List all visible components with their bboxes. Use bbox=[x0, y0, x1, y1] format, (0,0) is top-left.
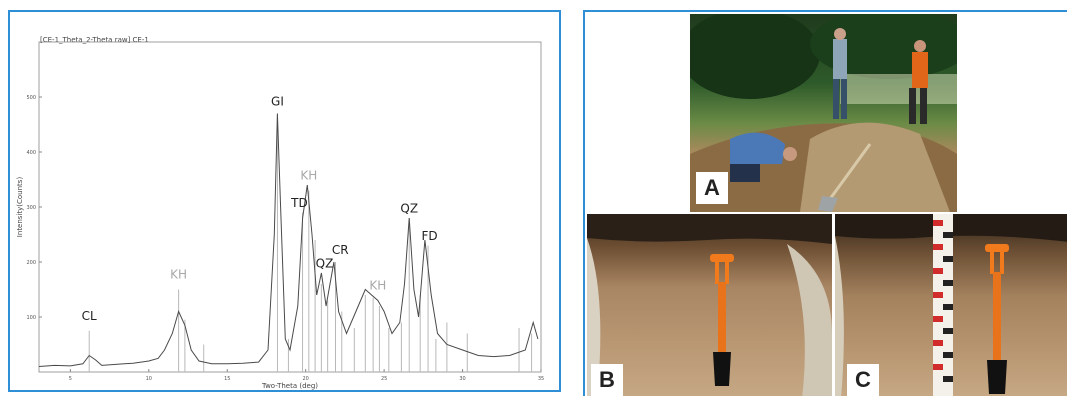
y-tick-label: 400 bbox=[26, 150, 36, 156]
x-axis-ticks: 5 10 15 20 25 30 35 bbox=[69, 369, 544, 382]
y-axis-label: Intensity(Counts) bbox=[16, 177, 24, 238]
peak-label: CR bbox=[332, 243, 349, 257]
x-tick-label: 10 bbox=[146, 376, 152, 382]
plot-frame bbox=[38, 41, 542, 373]
x-tick-label: 30 bbox=[459, 376, 465, 382]
x-tick-label: 20 bbox=[303, 376, 309, 382]
x-tick-label: 15 bbox=[224, 376, 230, 382]
photo-b: B bbox=[587, 214, 832, 396]
x-tick-label: 35 bbox=[538, 376, 544, 382]
peak-label: CL bbox=[82, 309, 97, 323]
photo-c: C bbox=[835, 214, 1067, 396]
xrd-chart-panel: [CE-1_Theta_2-Theta raw] CE-1 100 200 300 4… bbox=[8, 10, 561, 392]
photo-label-b: B bbox=[591, 364, 623, 396]
peak-label: TD bbox=[290, 196, 308, 210]
y-tick-label: 500 bbox=[26, 95, 36, 101]
peak-label: GI bbox=[271, 94, 284, 108]
ruler-marks bbox=[933, 220, 953, 382]
peak-label: KH bbox=[300, 169, 317, 183]
excavation-scene bbox=[690, 14, 957, 212]
peak-label: QZ bbox=[400, 202, 418, 216]
y-tick-label: 200 bbox=[26, 260, 36, 266]
x-tick-label: 5 bbox=[69, 376, 72, 382]
y-tick-label: 300 bbox=[26, 205, 36, 211]
peak-label: QZ bbox=[316, 257, 334, 271]
peak-label: KH bbox=[369, 279, 386, 293]
photo-label-c: C bbox=[847, 364, 879, 396]
soil-pit-b bbox=[587, 214, 832, 396]
photo-label-a: A bbox=[696, 172, 728, 204]
x-axis-label: Two-Theta (deg) bbox=[261, 382, 318, 390]
reference-lines bbox=[88, 113, 533, 372]
soil-photos-panel: A B bbox=[583, 10, 1067, 396]
peak-label: KH bbox=[170, 268, 187, 282]
x-tick-label: 25 bbox=[381, 376, 387, 382]
chart-title: [CE-1_Theta_2-Theta raw] CE-1 bbox=[40, 36, 149, 44]
y-tick-label: 100 bbox=[26, 315, 36, 321]
photo-a: A bbox=[690, 14, 957, 212]
peak-label: FD bbox=[422, 229, 438, 243]
xrd-chart: [CE-1_Theta_2-Theta raw] CE-1 100 200 300 4… bbox=[16, 36, 544, 390]
soil-pit-c bbox=[835, 214, 1067, 396]
series-line bbox=[38, 113, 539, 367]
y-axis-ticks: 100 200 300 400 500 bbox=[26, 95, 42, 321]
